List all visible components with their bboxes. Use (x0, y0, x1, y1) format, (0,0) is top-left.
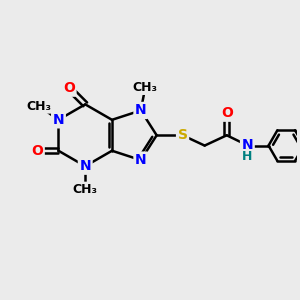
Text: CH₃: CH₃ (27, 100, 52, 112)
Text: O: O (221, 106, 233, 120)
Text: H: H (242, 150, 253, 163)
Text: N: N (80, 159, 91, 173)
Text: N: N (52, 113, 64, 127)
Text: CH₃: CH₃ (133, 81, 158, 94)
Text: CH₃: CH₃ (73, 183, 98, 196)
Text: N: N (135, 153, 147, 167)
Text: S: S (178, 128, 188, 142)
Text: O: O (31, 144, 43, 158)
Text: N: N (135, 103, 147, 118)
Text: O: O (63, 81, 75, 95)
Text: N: N (242, 138, 253, 152)
